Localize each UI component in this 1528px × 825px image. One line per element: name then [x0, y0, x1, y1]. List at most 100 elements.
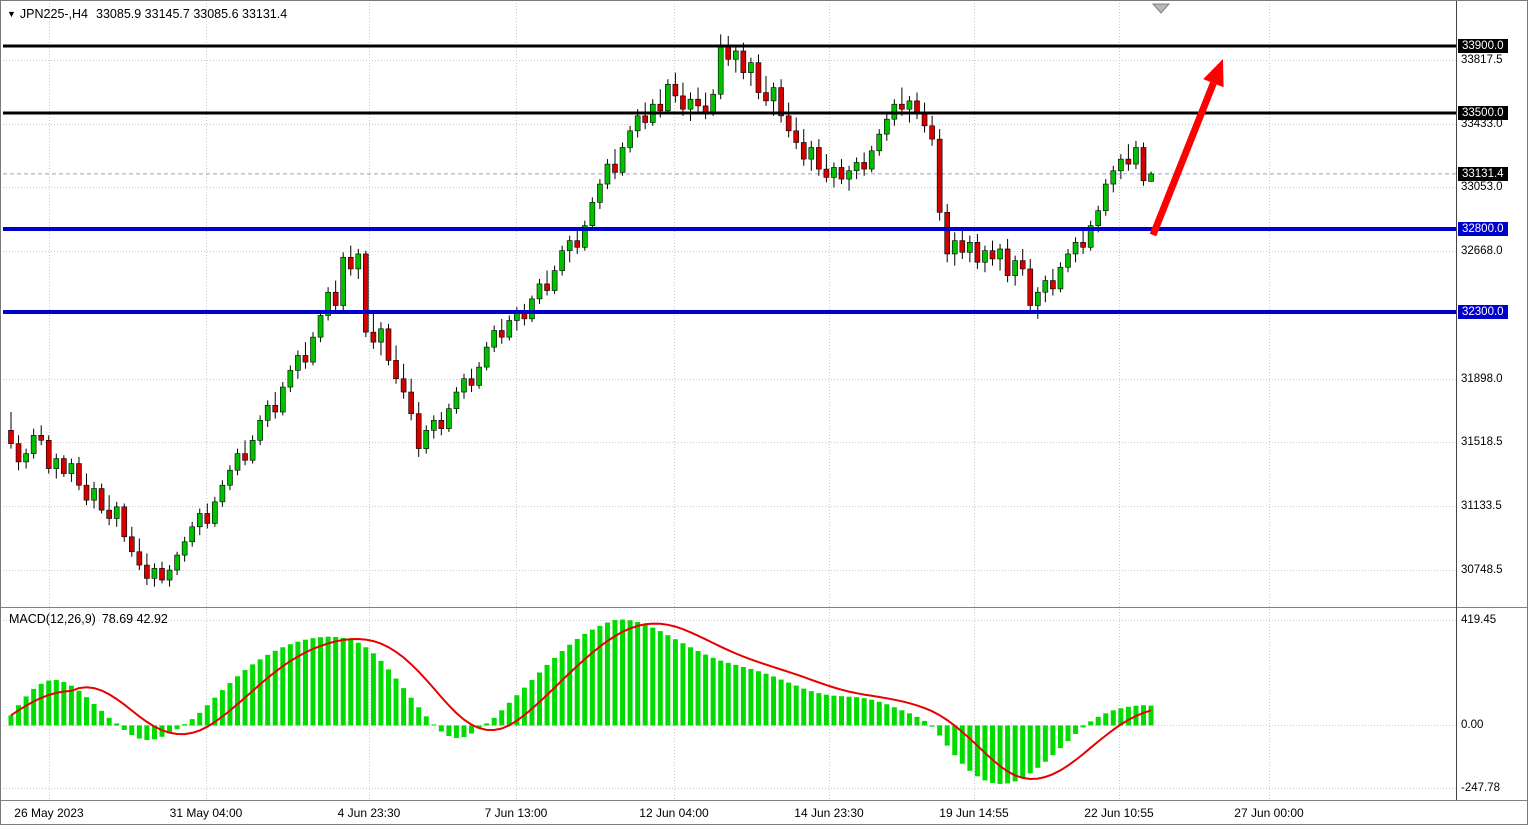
- candle: [393, 345, 399, 384]
- candle: [144, 553, 150, 586]
- candle: [868, 145, 875, 173]
- candle: [423, 425, 430, 454]
- candle: [295, 350, 301, 379]
- candle: [604, 159, 611, 190]
- candle: [30, 428, 37, 459]
- candle: [1118, 154, 1124, 180]
- candle: [1035, 287, 1041, 319]
- candle: [204, 503, 211, 529]
- quote-ohlc-label: 33085.9 33145.7 33085.6 33131.4: [96, 7, 288, 21]
- candlesticks: [8, 34, 1154, 587]
- candle: [725, 35, 732, 66]
- candle: [91, 481, 97, 509]
- candle: [468, 368, 475, 393]
- candle: [332, 280, 339, 313]
- candle: [242, 440, 248, 466]
- candle: [378, 322, 384, 356]
- candle: [695, 87, 701, 113]
- candle: [264, 400, 271, 427]
- candle: [1080, 228, 1086, 254]
- macd-indicator-label: MACD(12,26,9) 78.69 42.92: [9, 612, 168, 626]
- candle: [53, 453, 60, 479]
- candle: [967, 235, 973, 263]
- candle: [974, 233, 981, 269]
- candle: [914, 92, 920, 120]
- candle: [521, 303, 528, 326]
- candle: [642, 102, 649, 130]
- candle: [612, 149, 618, 180]
- candle: [627, 125, 633, 153]
- dropdown-triangle-icon[interactable]: ▼: [7, 9, 16, 19]
- candle: [1072, 237, 1079, 263]
- candle: [355, 248, 362, 279]
- candle: [476, 362, 482, 389]
- candle: [740, 42, 747, 80]
- candle: [589, 197, 596, 231]
- candle: [400, 363, 407, 399]
- candle: [574, 228, 581, 254]
- candle: [921, 102, 928, 133]
- candle: [166, 565, 173, 587]
- candle: [219, 480, 226, 507]
- candle: [1057, 262, 1064, 293]
- candle: [340, 252, 347, 313]
- candle: [1125, 144, 1132, 171]
- candle: [853, 157, 860, 180]
- chart-title: ▼ JPN225-,H4 33085.9 33145.7 33085.6 33131…: [7, 7, 287, 21]
- candle: [189, 521, 195, 547]
- candle: [491, 325, 498, 353]
- candle: [415, 402, 422, 457]
- candle: [997, 243, 1003, 271]
- candle: [15, 435, 22, 471]
- candle: [906, 95, 913, 123]
- candle: [174, 551, 180, 576]
- candle: [38, 425, 45, 446]
- candle: [581, 220, 588, 251]
- candle: [816, 139, 822, 176]
- candle: [279, 382, 286, 416]
- candle: [408, 378, 414, 421]
- candle: [1004, 238, 1011, 283]
- candle: [559, 245, 565, 276]
- candle: [136, 538, 143, 571]
- candle: [363, 250, 369, 338]
- candle: [453, 387, 460, 414]
- candle: [196, 508, 203, 536]
- candle: [129, 526, 135, 557]
- candle: [823, 154, 830, 183]
- candle: [461, 373, 467, 399]
- candle: [151, 563, 158, 587]
- candle: [1050, 268, 1056, 296]
- candle: [1133, 140, 1139, 170]
- candle: [1019, 248, 1026, 276]
- candle: [113, 501, 120, 527]
- trend-arrow[interactable]: [1149, 59, 1224, 237]
- candle: [45, 435, 52, 474]
- candle: [287, 365, 294, 393]
- chart-shift-icon[interactable]: [1151, 3, 1171, 14]
- candle: [249, 435, 256, 464]
- candle: [506, 315, 513, 341]
- symbol-timeframe-label: JPN225-,H4: [19, 7, 89, 21]
- macd-histogram: [8, 619, 1154, 784]
- candle: [23, 448, 29, 469]
- candle: [619, 142, 626, 176]
- candle: [1012, 255, 1018, 286]
- macd-signal-line: [10, 622, 1152, 781]
- candle: [536, 278, 543, 304]
- candle: [717, 34, 724, 100]
- candle: [1110, 165, 1117, 193]
- candle: [347, 245, 354, 276]
- candle: [778, 79, 784, 123]
- candle: [529, 295, 535, 323]
- candle: [257, 415, 263, 446]
- candle: [121, 503, 128, 542]
- candle: [566, 235, 573, 263]
- candle: [982, 245, 988, 273]
- candle: [234, 448, 241, 476]
- candle: [106, 495, 112, 526]
- candle: [544, 270, 550, 296]
- candle: [1027, 258, 1034, 313]
